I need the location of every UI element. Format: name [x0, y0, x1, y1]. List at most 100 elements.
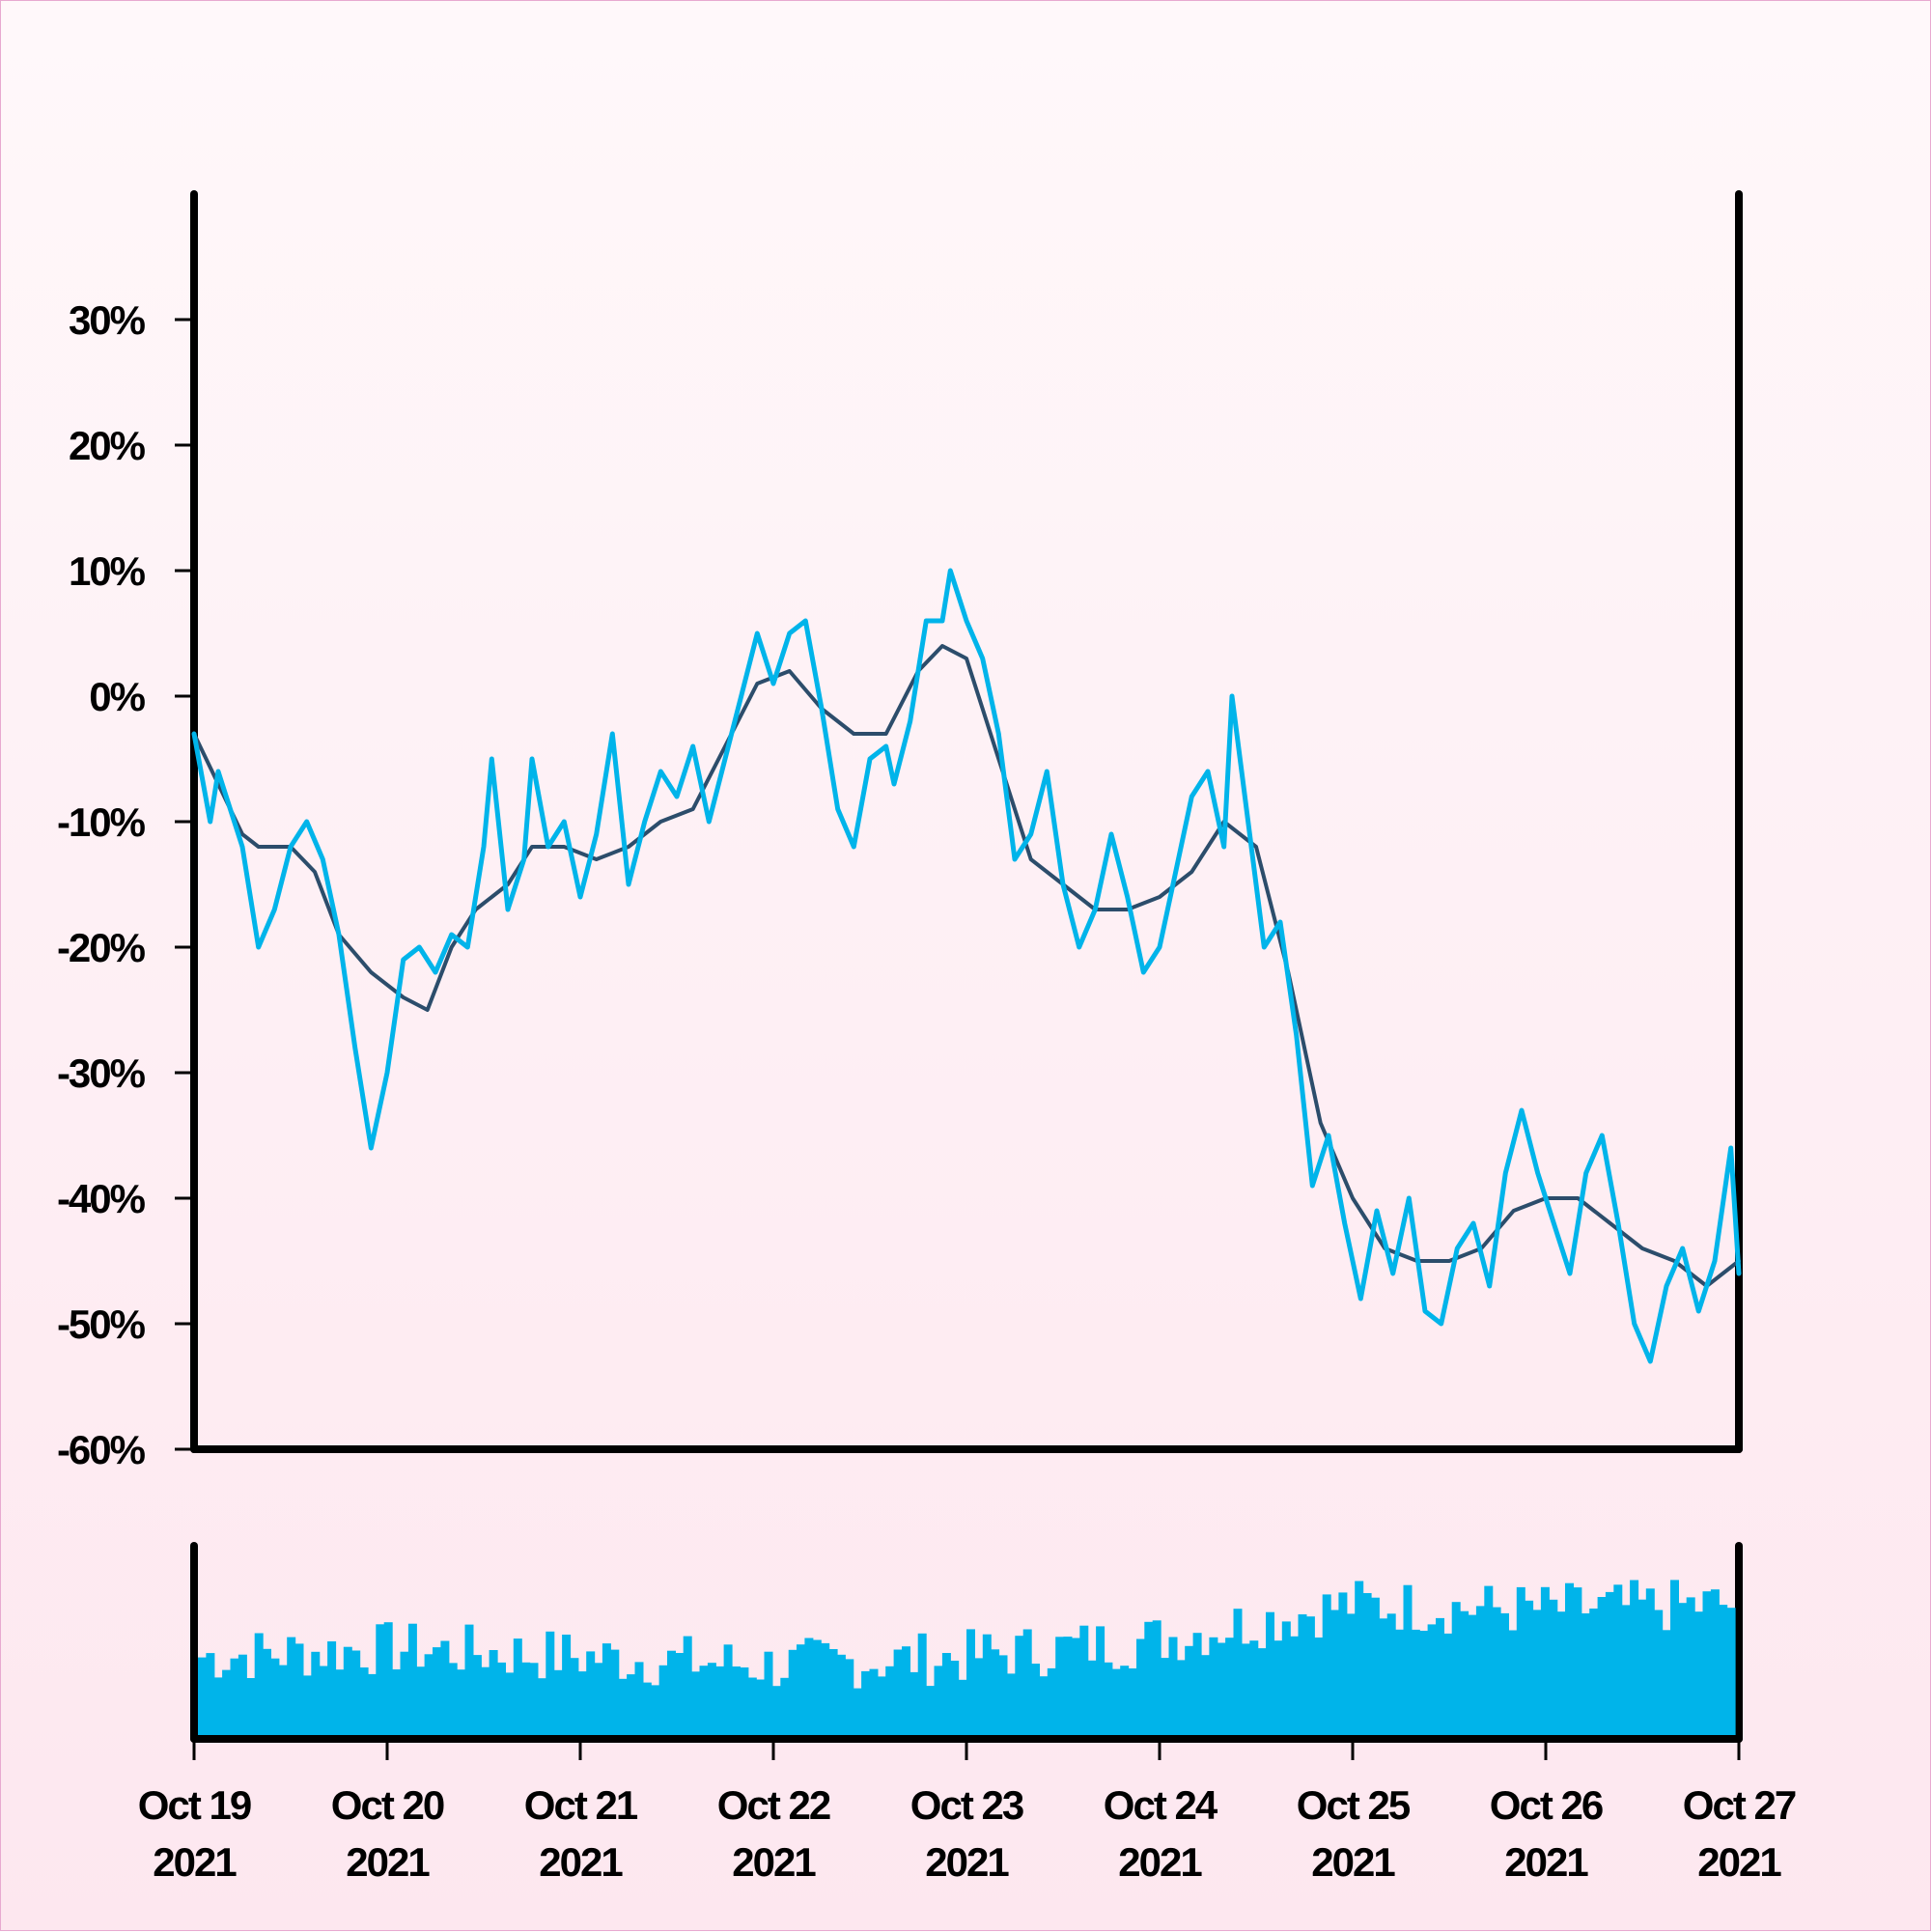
- volume-bar: [1281, 1621, 1291, 1735]
- volume-bar: [699, 1666, 709, 1735]
- volume-bar: [788, 1649, 798, 1735]
- volume-bar: [982, 1634, 992, 1735]
- volume-bar: [1508, 1630, 1518, 1735]
- volume-bar: [780, 1677, 790, 1735]
- volume-bar: [1370, 1597, 1380, 1735]
- x-axis: Oct 19 2021 Oct 20 2021 Oct 21 2021 Oct 22 2021…: [138, 1739, 1798, 1885]
- volume-bar: [991, 1649, 1000, 1735]
- volume-bar: [1022, 1629, 1032, 1735]
- volume-bar: [1201, 1655, 1210, 1735]
- volume-bar: [489, 1650, 498, 1735]
- volume-bar: [198, 1657, 207, 1735]
- volume-bar: [1144, 1621, 1154, 1735]
- volume-bar: [602, 1643, 611, 1735]
- volume-bar: [1516, 1586, 1525, 1735]
- volume-bar: [1217, 1642, 1226, 1735]
- volume-bar: [845, 1659, 854, 1735]
- volume-bar: [1290, 1636, 1300, 1735]
- volume-bars: [198, 1580, 1736, 1735]
- volume-bar: [1346, 1613, 1356, 1735]
- volume-bar: [213, 1677, 223, 1735]
- volume-bar: [577, 1671, 587, 1735]
- volume-bar: [424, 1654, 434, 1735]
- x-tick-label-date: Oct 21: [524, 1782, 638, 1828]
- x-tick-label-year: 2021: [1697, 1839, 1781, 1885]
- volume-bar: [246, 1678, 256, 1735]
- volume-bar: [764, 1651, 773, 1735]
- volume-bar: [1305, 1616, 1315, 1735]
- volume-bar: [254, 1633, 264, 1735]
- volume-bar: [869, 1668, 879, 1735]
- x-tick-label-year: 2021: [153, 1839, 237, 1885]
- volume-bar: [715, 1666, 725, 1735]
- volume-bar: [1532, 1610, 1542, 1735]
- x-tick-label-year: 2021: [925, 1839, 1009, 1885]
- volume-bar: [222, 1669, 232, 1735]
- volume-bar: [376, 1624, 385, 1735]
- volume-bar: [926, 1686, 936, 1735]
- volume-bar: [771, 1686, 781, 1735]
- volume-bar: [1726, 1608, 1736, 1735]
- volume-bar: [1645, 1588, 1655, 1735]
- volume-bar: [691, 1671, 701, 1735]
- volume-bar: [433, 1647, 441, 1735]
- volume-bar: [513, 1638, 522, 1735]
- volume-bar: [893, 1649, 903, 1735]
- main-plot-frame: [190, 190, 1743, 1453]
- volume-bar: [1176, 1660, 1186, 1735]
- volume-bar: [910, 1671, 919, 1735]
- volume-bar: [998, 1655, 1008, 1735]
- volume-bar: [1104, 1662, 1113, 1735]
- volume-bar: [586, 1651, 596, 1735]
- volume-bar: [1266, 1611, 1274, 1735]
- volume-bar: [902, 1646, 910, 1735]
- volume-bar: [1419, 1631, 1429, 1735]
- x-tick-label-date: Oct 19: [138, 1782, 251, 1828]
- volume-bar: [1556, 1611, 1566, 1735]
- volume-bar: [877, 1676, 886, 1735]
- y-tick-label: 20%: [69, 423, 146, 468]
- volume-bar: [1087, 1660, 1097, 1735]
- volume-bar: [958, 1679, 967, 1735]
- volume-bar: [756, 1679, 766, 1735]
- volume-bar: [1096, 1626, 1105, 1735]
- x-tick-label-date: Oct 26: [1490, 1782, 1603, 1828]
- volume-bar: [1209, 1637, 1218, 1735]
- volume-bar: [278, 1665, 288, 1735]
- volume-bar: [1039, 1676, 1049, 1735]
- volume-bar: [1630, 1580, 1639, 1735]
- volume-bar: [359, 1667, 369, 1735]
- volume-bar: [521, 1662, 531, 1735]
- price-series: [191, 568, 1742, 1364]
- moving-average-series: [192, 644, 1741, 1288]
- volume-bar: [529, 1663, 539, 1735]
- volume-bar: [747, 1677, 757, 1735]
- volume-bar: [464, 1624, 474, 1735]
- volume-bar: [1152, 1620, 1161, 1735]
- volume-bar: [1161, 1658, 1170, 1735]
- volume-bar: [1694, 1611, 1704, 1735]
- volume-bar: [1249, 1640, 1259, 1735]
- volume-bar: [1678, 1603, 1688, 1735]
- volume-bar: [1225, 1638, 1235, 1735]
- volume-bar: [1031, 1664, 1040, 1735]
- volume-bar: [263, 1648, 271, 1735]
- volume-bar: [537, 1678, 546, 1735]
- volume-bar: [1597, 1597, 1607, 1735]
- y-tick-label: -40%: [57, 1176, 146, 1221]
- volume-bar: [1581, 1613, 1590, 1735]
- y-tick-label: -20%: [57, 925, 146, 970]
- volume-bar: [723, 1644, 733, 1735]
- volume-bar: [1589, 1609, 1599, 1735]
- volume-bar: [1006, 1673, 1016, 1735]
- x-tick-label-date: Oct 20: [331, 1782, 444, 1828]
- volume-bar: [618, 1678, 628, 1735]
- volume-bar: [1451, 1602, 1461, 1735]
- volume-bar: [1662, 1630, 1671, 1735]
- y-tick-label: 0%: [89, 674, 145, 719]
- volume-bar: [368, 1673, 377, 1735]
- volume-bar: [1637, 1599, 1647, 1735]
- y-tick-label: -60%: [57, 1427, 146, 1472]
- moving-average-line: [192, 644, 1741, 1288]
